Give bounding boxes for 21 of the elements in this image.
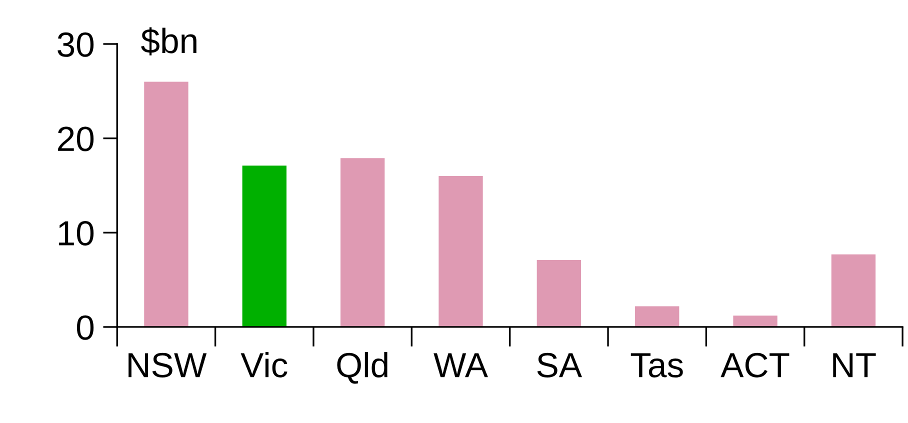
y-tick-label: 20 (58, 126, 94, 152)
y-axis-title: $bn (141, 27, 196, 56)
bar (635, 306, 680, 327)
x-tick-label: SA (537, 352, 582, 378)
x-tick-label: Qld (337, 352, 388, 384)
x-tick-label: NT (833, 353, 876, 378)
bar (733, 316, 778, 327)
x-tick-label: Vic (240, 352, 288, 378)
x-tick-label: WA (434, 353, 488, 378)
bar (242, 166, 286, 327)
y-tick-label: 10 (58, 220, 94, 246)
bar (340, 158, 385, 327)
bar (831, 254, 876, 327)
x-tick-label: ACT (720, 352, 790, 378)
bar (438, 176, 483, 327)
bar (144, 82, 188, 327)
x-tick-label: Tas (630, 353, 683, 378)
bar (536, 260, 582, 327)
x-tick-label: NSW (128, 352, 207, 378)
y-tick-label: 0 (76, 315, 94, 340)
y-tick-label: 30 (58, 32, 94, 57)
